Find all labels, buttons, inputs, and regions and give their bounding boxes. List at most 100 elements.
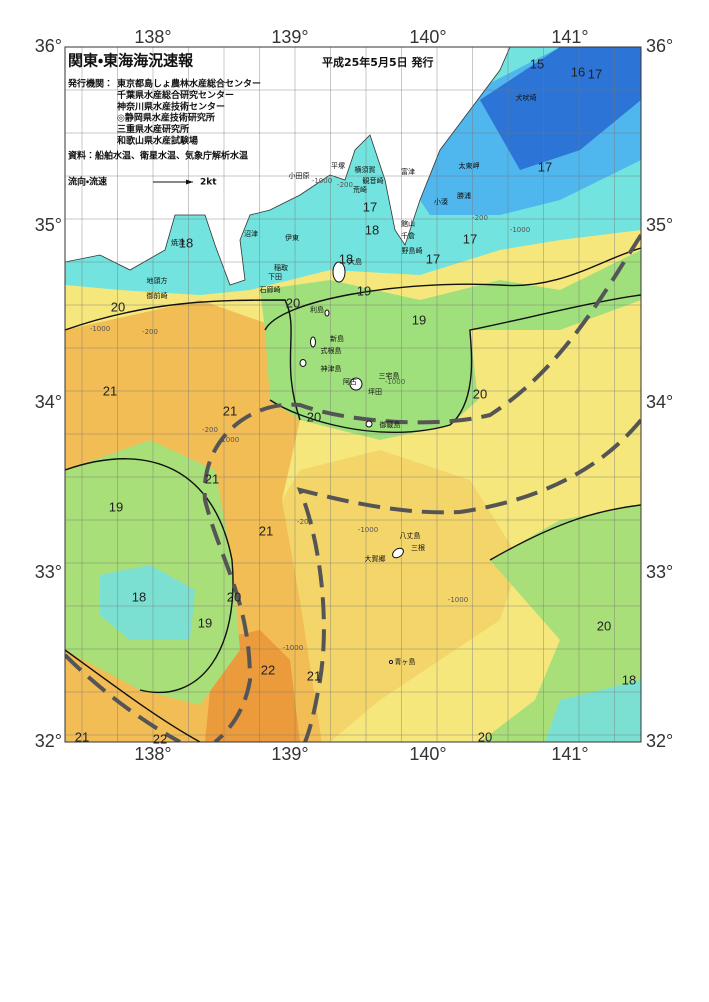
issuer: 東京都島しょ農林水産総合センター (117, 78, 261, 90)
place-name: 太東岬 (459, 161, 480, 170)
temperature-label: 18 (339, 251, 353, 266)
place-name: 地頭方 (147, 276, 168, 285)
depth-label: -1000 (510, 226, 530, 234)
temperature-label: 18 (622, 672, 636, 687)
temperature-label: 20 (111, 299, 125, 314)
temperature-label: 19 (357, 283, 371, 298)
temperature-label: 15 (530, 56, 544, 71)
depth-label: -200 (472, 214, 488, 222)
place-name: 焼津 (171, 238, 185, 247)
temperature-label: 21 (205, 471, 219, 486)
issuer: 神奈川県水産技術センター (116, 100, 225, 112)
place-name: 富津 (401, 167, 415, 176)
island (299, 359, 307, 367)
legend-arrowhead (186, 179, 193, 185)
place-name: 犬吠埼 (516, 93, 537, 102)
island (332, 261, 346, 283)
temperature-label: 20 (307, 409, 321, 424)
place-name: 坪田 (368, 388, 382, 396)
latitude-label: 36° (35, 36, 62, 56)
latitude-label: 34° (646, 392, 673, 412)
depth-label: -200 (202, 426, 218, 434)
green-water-3 (480, 505, 641, 742)
temperature-label: 19 (198, 615, 212, 630)
place-name: 利島 (310, 305, 324, 314)
cool-water (100, 565, 195, 640)
place-name: 八丈島 (400, 531, 421, 540)
current-edge (65, 653, 181, 742)
depth-label: -1000 (385, 378, 405, 386)
latitude-label: 35° (646, 215, 673, 235)
map-frame (64, 46, 642, 743)
kuroshio-branch (296, 418, 641, 742)
temperature-label: 17 (426, 251, 440, 266)
issuer: ◎静岡県水産技術研究所 (117, 112, 215, 124)
temperature-label: 21 (75, 729, 89, 744)
depth-label: -1000 (90, 325, 110, 333)
place-name: 勝浦 (457, 191, 471, 200)
islands (299, 261, 404, 664)
temperature-label: 21 (103, 383, 117, 398)
place-name: 千倉 (401, 231, 415, 240)
temperature-label: 22 (261, 662, 275, 677)
place-name: 神津島 (321, 364, 342, 373)
temperature-label: 17 (363, 199, 377, 214)
green-water-2 (260, 250, 641, 440)
isotherm (489, 504, 641, 561)
place-name: 沼津 (244, 229, 258, 238)
latitude-label: 32° (35, 731, 62, 751)
place-name: 阿古 (343, 377, 357, 386)
temperature-label: 18 (179, 235, 193, 250)
sources: 資料：船舶水温、衛星水温、気象庁解析水温 (68, 150, 248, 162)
temperature-label: 18 (132, 589, 146, 604)
temperature-label: 17 (463, 231, 477, 246)
temperature-label: 20 (227, 589, 241, 604)
place-name: 石廊崎 (260, 285, 281, 294)
latitude-label: 35° (35, 215, 62, 235)
longitude-label: 141° (551, 27, 588, 47)
place-name: 小湊 (434, 197, 448, 206)
place-name: 御蔵島 (380, 420, 401, 429)
place-name: 野島崎 (402, 246, 423, 255)
sea-surface-temperature (65, 47, 641, 742)
longitude-label: 139° (271, 27, 308, 47)
issuer: 和歌山県水産試験場 (116, 135, 198, 147)
depth-label: -1000 (448, 596, 468, 604)
place-name: 館山 (401, 219, 415, 228)
temperature-label: 20 (597, 618, 611, 633)
warm-water-2 (282, 450, 520, 742)
depth-label: -1000 (312, 177, 332, 185)
place-name: 下田 (268, 273, 282, 281)
island (349, 377, 363, 391)
map-title: 関東・東海海況速報 (68, 52, 194, 70)
depth-label: -1000 (283, 644, 303, 652)
island (392, 547, 404, 559)
latitude-label: 34° (35, 392, 62, 412)
latitude-label: 33° (646, 562, 673, 582)
place-name: 三宅島 (379, 371, 400, 380)
depth-label: -1000 (358, 526, 378, 534)
place-name: 青ヶ島 (395, 657, 416, 666)
isotherm (269, 294, 641, 433)
isotherm (65, 299, 301, 421)
place-name: 小田原 (289, 171, 310, 180)
temperature-label: 19 (412, 312, 426, 327)
kuroshio-path (202, 233, 641, 742)
temperature-label: 22 (153, 731, 167, 746)
place-name: 式根島 (321, 346, 342, 355)
place-name: 荒崎 (353, 185, 367, 194)
latitude-label: 32° (646, 731, 673, 751)
longitude-label: 138° (134, 744, 171, 764)
temperature-label: 21 (307, 668, 321, 683)
depth-label: -1000 (219, 436, 239, 444)
place-name: 三根 (411, 543, 425, 552)
isotherms (65, 247, 641, 742)
temperature-label: 17 (588, 66, 602, 81)
latitude-label: 33° (35, 562, 62, 582)
place-name: 伊東 (285, 233, 299, 242)
temperature-label: 20 (478, 729, 492, 744)
longitude-label: 139° (271, 744, 308, 764)
place-name: 横須賀 (355, 165, 376, 174)
